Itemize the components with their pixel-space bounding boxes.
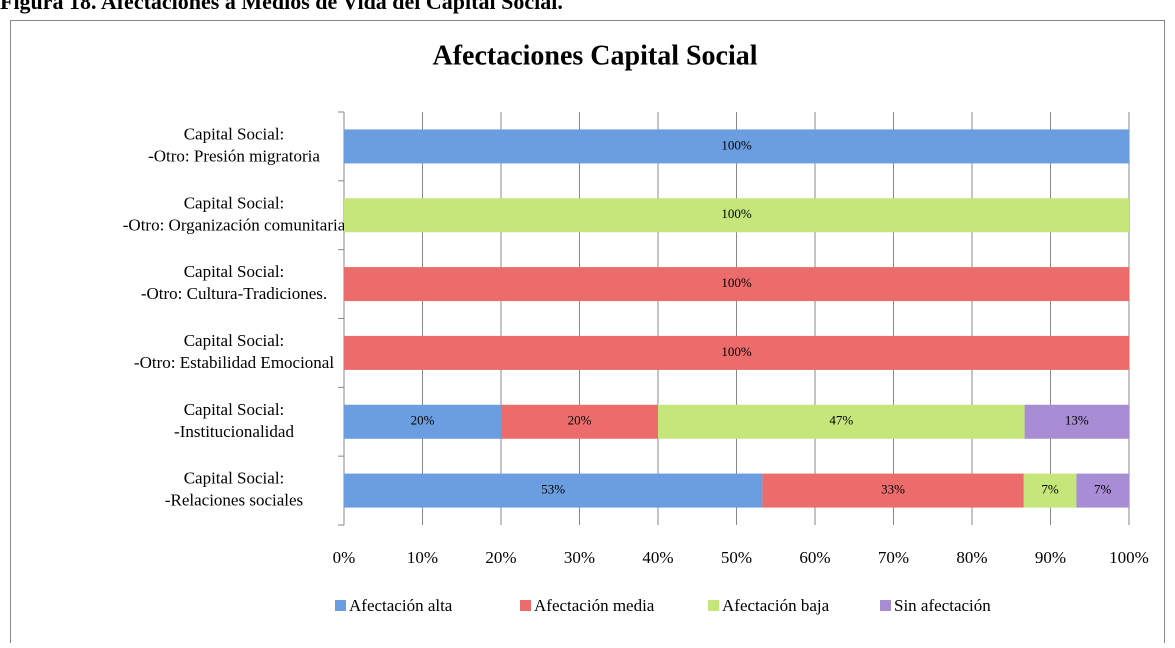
data-label: 47% [829, 413, 853, 428]
legend-label: Afectación baja [722, 596, 830, 615]
legend-label: Sin afectación [894, 596, 991, 615]
y-tick-label-line: -Institucionalidad [174, 422, 294, 441]
y-tick-label-line: -Relaciones sociales [165, 490, 303, 509]
y-tick-label-line: Capital Social: [184, 331, 285, 350]
y-tick-label-line: -Otro: Presión migratoria [148, 146, 320, 165]
chart-title: Afectaciones Capital Social [432, 40, 757, 71]
y-tick-label-line: Capital Social: [184, 468, 285, 487]
data-label: 33% [881, 482, 905, 497]
bar-segment [344, 404, 501, 439]
data-label: 100% [721, 344, 752, 359]
y-tick-label-line: Capital Social: [184, 262, 285, 281]
x-tick-label: 60% [799, 548, 830, 567]
legend-swatch [335, 600, 346, 611]
x-tick-label: 0% [333, 548, 356, 567]
bar-segment [344, 267, 1129, 302]
data-label: 100% [721, 275, 752, 290]
data-label: 53% [541, 482, 565, 497]
y-tick-label: Capital Social: -Otro: Organización comun… [123, 193, 346, 234]
bar-segment [1024, 404, 1129, 439]
y-tick-label-line: -Otro: Estabilidad Emocional [134, 353, 334, 372]
data-label: 7% [1041, 482, 1059, 497]
y-tick-label: Capital Social: -Relaciones sociales [165, 468, 303, 509]
legend-swatch [708, 600, 719, 611]
legend-label: Afectación alta [349, 596, 453, 615]
y-tick-label: Capital Social: -Otro: Cultura-Tradicione… [141, 262, 327, 303]
bar-segment [762, 473, 1024, 508]
y-tick-label-line: Capital Social: [184, 193, 285, 212]
bar-segment [1076, 473, 1129, 508]
x-tick-label: 100% [1109, 548, 1149, 567]
legend-swatch [880, 600, 891, 611]
bar-segment [344, 335, 1129, 370]
legend-swatch [520, 600, 531, 611]
data-label: 100% [721, 206, 752, 221]
data-label: 20% [411, 413, 435, 428]
x-tick-label: 50% [721, 548, 752, 567]
data-label: 20% [568, 413, 592, 428]
y-tick-label: Capital Social: -Otro: Estabilidad Emocio… [134, 331, 334, 372]
bar-segment [344, 129, 1129, 164]
bar-segment [1023, 473, 1077, 508]
x-tick-label: 20% [485, 548, 516, 567]
y-tick-label: Capital Social: -Otro: Presión migratoria [148, 124, 320, 165]
bar-segment [501, 404, 658, 439]
bar-segment [344, 473, 763, 508]
y-tick-label: Capital Social: -Institucionalidad [174, 400, 294, 441]
x-tick-label: 10% [407, 548, 438, 567]
legend-label: Afectación media [534, 596, 655, 615]
x-tick-label: 80% [956, 548, 987, 567]
bar-segment [658, 404, 1025, 439]
x-tick-label: 40% [642, 548, 673, 567]
y-tick-label-line: Capital Social: [184, 124, 285, 143]
x-tick-label: 30% [564, 548, 595, 567]
data-label: 7% [1094, 482, 1112, 497]
y-tick-label-line: -Otro: Cultura-Tradiciones. [141, 284, 327, 303]
y-tick-label-line: Capital Social: [184, 400, 285, 419]
data-label: 100% [721, 137, 752, 152]
data-label: 13% [1065, 413, 1089, 428]
bar-segment [344, 198, 1129, 233]
x-tick-label: 90% [1035, 548, 1066, 567]
caption: Figura 18. Afectaciones a Medios de Vida… [0, 0, 563, 14]
y-tick-label-line: -Otro: Organización comunitaria [123, 215, 346, 234]
x-tick-label: 70% [878, 548, 909, 567]
